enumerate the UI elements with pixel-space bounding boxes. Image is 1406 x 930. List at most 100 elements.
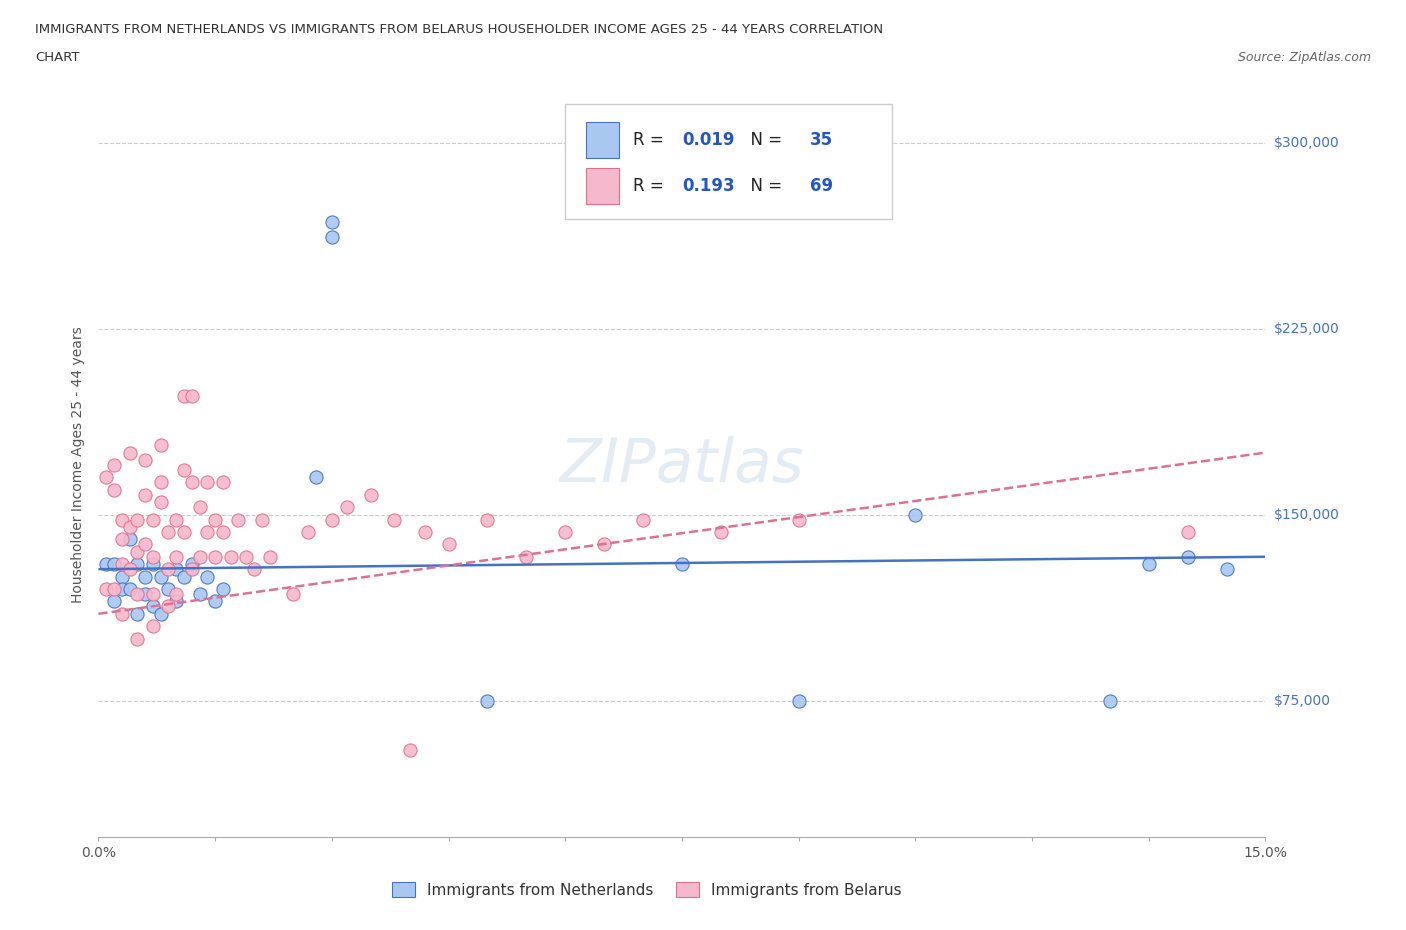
Text: IMMIGRANTS FROM NETHERLANDS VS IMMIGRANTS FROM BELARUS HOUSEHOLDER INCOME AGES 2: IMMIGRANTS FROM NETHERLANDS VS IMMIGRANT… [35, 23, 883, 36]
Point [219, 550, 242, 565]
Point [142, 550, 165, 565]
FancyBboxPatch shape [565, 104, 891, 219]
Point [477, 693, 499, 708]
Point [96, 470, 118, 485]
Point [671, 557, 693, 572]
Point [321, 512, 343, 527]
Point [165, 594, 187, 609]
Point [103, 557, 125, 572]
Point [165, 512, 187, 527]
Point [173, 462, 195, 477]
Point [188, 499, 211, 514]
Point [1098, 693, 1121, 708]
Point [134, 487, 156, 502]
Point [127, 544, 149, 559]
Point [142, 557, 165, 572]
Point [111, 581, 134, 596]
Point [173, 525, 195, 539]
Point [631, 512, 654, 527]
Point [142, 599, 165, 614]
Y-axis label: Householder Income Ages 25 - 44 years: Householder Income Ages 25 - 44 years [72, 326, 86, 604]
Text: N =: N = [741, 131, 787, 149]
Point [134, 569, 156, 584]
Point [180, 557, 202, 572]
Point [1215, 562, 1237, 577]
Point [111, 557, 134, 572]
Text: 35: 35 [810, 131, 834, 149]
Text: $150,000: $150,000 [1274, 508, 1340, 522]
Point [195, 569, 218, 584]
Point [228, 512, 250, 527]
Text: Source: ZipAtlas.com: Source: ZipAtlas.com [1237, 51, 1371, 64]
Point [103, 483, 125, 498]
Point [149, 495, 172, 510]
Point [281, 587, 304, 602]
Point [142, 512, 165, 527]
Point [134, 537, 156, 551]
Point [212, 475, 235, 490]
Point [96, 557, 118, 572]
Point [180, 562, 202, 577]
Point [710, 525, 733, 539]
Point [477, 512, 499, 527]
Text: $75,000: $75,000 [1274, 694, 1330, 708]
Point [305, 470, 328, 485]
Point [118, 581, 141, 596]
Text: 0.193: 0.193 [682, 177, 734, 195]
Point [554, 525, 576, 539]
Point [118, 520, 141, 535]
Point [360, 487, 382, 502]
Point [180, 388, 202, 403]
Point [212, 525, 235, 539]
Point [188, 587, 211, 602]
Text: ZIPatlas: ZIPatlas [560, 435, 804, 495]
Point [297, 525, 319, 539]
Point [259, 550, 281, 565]
Text: N =: N = [741, 177, 787, 195]
Point [904, 507, 927, 522]
Point [127, 631, 149, 646]
Point [173, 569, 195, 584]
Point [111, 569, 134, 584]
Point [173, 388, 195, 403]
Point [142, 587, 165, 602]
Point [336, 499, 359, 514]
FancyBboxPatch shape [586, 122, 619, 158]
Point [165, 550, 187, 565]
Point [204, 594, 226, 609]
Point [398, 743, 420, 758]
Point [149, 569, 172, 584]
Point [413, 525, 436, 539]
Point [111, 512, 134, 527]
Text: 0.019: 0.019 [682, 131, 734, 149]
Point [96, 581, 118, 596]
Text: R =: R = [633, 131, 669, 149]
Point [188, 550, 211, 565]
Point [134, 453, 156, 468]
Point [157, 525, 180, 539]
Text: $300,000: $300,000 [1274, 136, 1340, 150]
Point [1137, 557, 1160, 572]
Point [111, 606, 134, 621]
FancyBboxPatch shape [586, 168, 619, 204]
Point [103, 458, 125, 472]
Point [127, 587, 149, 602]
Point [212, 581, 235, 596]
Point [250, 512, 273, 527]
Point [127, 606, 149, 621]
Point [118, 445, 141, 460]
Point [382, 512, 405, 527]
Point [157, 562, 180, 577]
Legend: Immigrants from Netherlands, Immigrants from Belarus: Immigrants from Netherlands, Immigrants … [385, 876, 908, 904]
Point [118, 532, 141, 547]
Point [127, 557, 149, 572]
Point [1177, 550, 1199, 565]
Point [787, 693, 810, 708]
Point [127, 512, 149, 527]
Point [243, 562, 266, 577]
Point [787, 512, 810, 527]
Point [515, 550, 537, 565]
Point [149, 606, 172, 621]
Text: $225,000: $225,000 [1274, 322, 1340, 336]
Point [235, 550, 257, 565]
